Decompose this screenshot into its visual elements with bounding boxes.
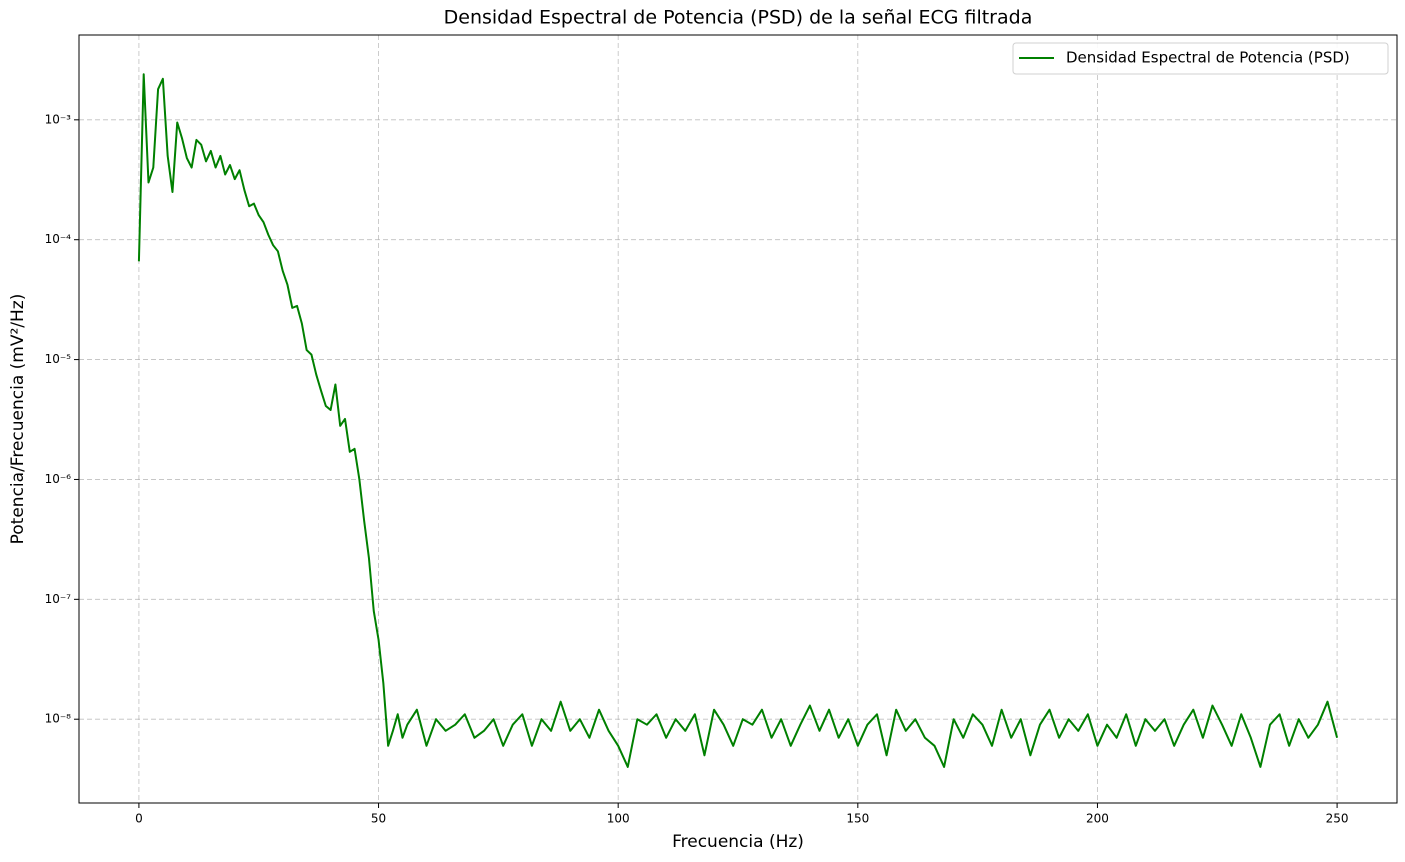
chart-title: Densidad Espectral de Potencia (PSD) de …	[444, 7, 1033, 29]
x-axis-label: Frecuencia (Hz)	[672, 832, 804, 852]
plot-frame	[78, 34, 1398, 804]
y-tick-label: 10⁻⁸	[45, 712, 72, 726]
y-tick-label: 10⁻⁵	[45, 352, 72, 366]
x-tick-label: 50	[371, 812, 386, 826]
x-tick-label: 100	[607, 812, 630, 826]
y-axis-label: Potencia/Frecuencia (mV²/Hz)	[8, 294, 28, 545]
y-tick-label: 10⁻⁷	[45, 592, 72, 606]
legend-label: Densidad Espectral de Potencia (PSD)	[1066, 49, 1350, 67]
data-line	[137, 73, 1339, 768]
x-tick-label: 200	[1086, 812, 1109, 826]
x-tick-label: 0	[135, 812, 143, 826]
y-tick-label: 10⁻⁶	[45, 472, 72, 486]
x-tick-label: 150	[846, 812, 869, 826]
y-tick-label: 10⁻³	[45, 112, 72, 126]
x-tick-label: 250	[1326, 812, 1349, 826]
y-tick-label: 10⁻⁴	[45, 232, 72, 246]
legend-box	[1012, 42, 1389, 75]
